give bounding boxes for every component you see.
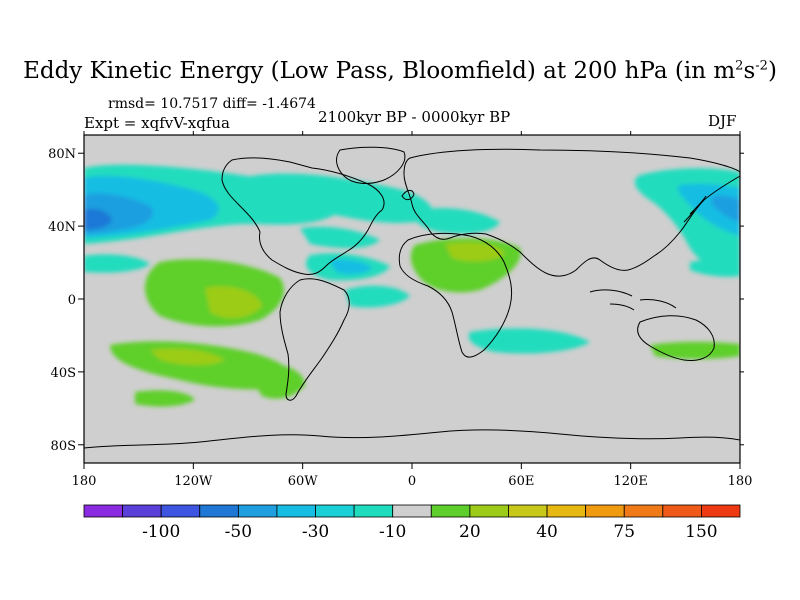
x-tick-label: 0	[408, 474, 416, 489]
colorbar-label: 75	[613, 522, 635, 542]
colorbar-label: -30	[302, 522, 329, 542]
colorbar-swatch	[469, 504, 509, 518]
y-tick-label: 80S	[51, 439, 76, 454]
field-layer	[84, 164, 740, 407]
coast-japan	[683, 195, 707, 223]
coast-uk	[401, 189, 415, 201]
colorbar-swatch	[315, 504, 355, 518]
blob-natl-strip	[300, 226, 380, 249]
colorbar-swatch	[276, 504, 316, 518]
colorbar-label: -100	[142, 522, 180, 542]
coast-north-america	[221, 157, 385, 275]
y-tick-label: 40S	[51, 366, 76, 381]
season-label: DJF	[708, 112, 737, 130]
colorbar-swatch	[237, 504, 278, 518]
blob-trop-pac-yellow	[205, 286, 262, 319]
blob-mid-atl	[413, 208, 500, 234]
x-tick-label: 60W	[288, 474, 319, 489]
y-axis: 80N 40N 0 40S 80S	[48, 147, 744, 454]
experiment-label: Expt = xqfvV-xqfua	[84, 114, 230, 132]
x-tick-label: 60E	[508, 474, 534, 489]
colorbar-label: -50	[225, 522, 252, 542]
coast-australia	[637, 315, 715, 361]
colorbar-label: 20	[459, 522, 481, 542]
colorbar-swatch	[122, 504, 162, 518]
colorbar-swatch	[701, 504, 741, 518]
period-label: 2100kyr BP - 0000kyr BP	[318, 108, 511, 126]
blob-sam-green	[252, 363, 305, 399]
colorbar-swatch	[546, 504, 587, 518]
colorbar-label: -10	[379, 522, 406, 542]
colorbar-swatch	[585, 504, 625, 518]
blob-pac-trop	[84, 254, 150, 273]
blob-s-africa	[468, 328, 590, 354]
colorbar-swatch	[623, 504, 664, 518]
colorbar-label: 150	[685, 522, 717, 542]
blob-eq-wpac	[690, 259, 740, 277]
blob-africa-yellow	[445, 242, 505, 262]
x-tick-label: 120E	[614, 474, 648, 489]
blob-aus-green	[650, 341, 740, 359]
colorbar-swatch	[199, 504, 239, 518]
coast-africa	[398, 232, 513, 358]
y-tick-label: 80N	[48, 147, 76, 162]
x-tick-label: 180	[728, 474, 753, 489]
x-tick-label: 180	[72, 474, 97, 489]
stats-label: rmsd= 10.7517 diff= -1.4674	[108, 96, 316, 112]
colorbar-swatch	[508, 504, 548, 518]
coastlines	[84, 146, 740, 449]
blob-sa-south	[135, 390, 195, 407]
y-tick-label: 0	[68, 293, 76, 308]
blob-spac-yellow	[150, 348, 225, 366]
colorbar-swatch	[430, 504, 471, 518]
blob-trop-atl-core	[330, 259, 372, 275]
x-axis: 180 120W 60W 0 60E 120E 180	[72, 131, 753, 489]
colorbar-swatch	[662, 504, 702, 518]
y-tick-label: 40N	[48, 220, 76, 235]
blob-nwpac-core	[712, 195, 740, 222]
blob-eq-africa	[345, 285, 410, 308]
colorbar-swatch	[160, 504, 201, 518]
chart-title: Eddy Kinetic Energy (Low Pass, Bloomfiel…	[23, 58, 777, 84]
blob-npac-deep	[84, 208, 112, 230]
coast-indonesia	[589, 289, 677, 311]
coast-antarctica	[84, 429, 740, 449]
coast-greenland	[336, 146, 406, 184]
colorbar-swatch	[83, 504, 123, 518]
coast-eurasia	[403, 148, 740, 277]
colorbar-swatch	[353, 504, 394, 518]
colorbar-label: 40	[536, 522, 558, 542]
x-tick-label: 120W	[174, 474, 213, 489]
colorbar-swatch	[392, 504, 432, 518]
coast-south-america	[279, 278, 350, 401]
colorbar: -100 -50 -30 -10 20 40 75 150	[83, 504, 741, 542]
